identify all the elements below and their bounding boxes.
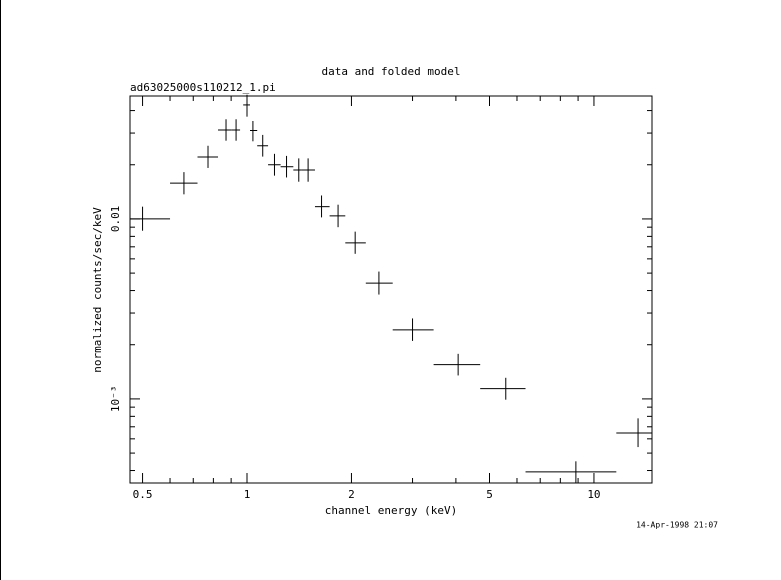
timestamp: 14-Apr-1998 21:07 [636,521,718,530]
x-tick-label: 2 [348,488,355,501]
x-axis-label: channel energy (keV) [325,504,457,517]
y-tick-label: 10⁻³ [109,386,122,413]
x-tick-label: 5 [486,488,493,501]
chart-title: data and folded model [321,65,460,78]
x-tick-label: 10 [587,488,600,501]
plot-frame [129,95,653,484]
x-tick-label: 1 [244,488,251,501]
x-tick-label: 0.5 [133,488,153,501]
y-axis-label: normalized counts/sec/keV [91,207,104,373]
y-tick-label: 0.01 [109,206,122,233]
chart-subtitle: ad63025000s110212_1.pi [130,81,276,94]
